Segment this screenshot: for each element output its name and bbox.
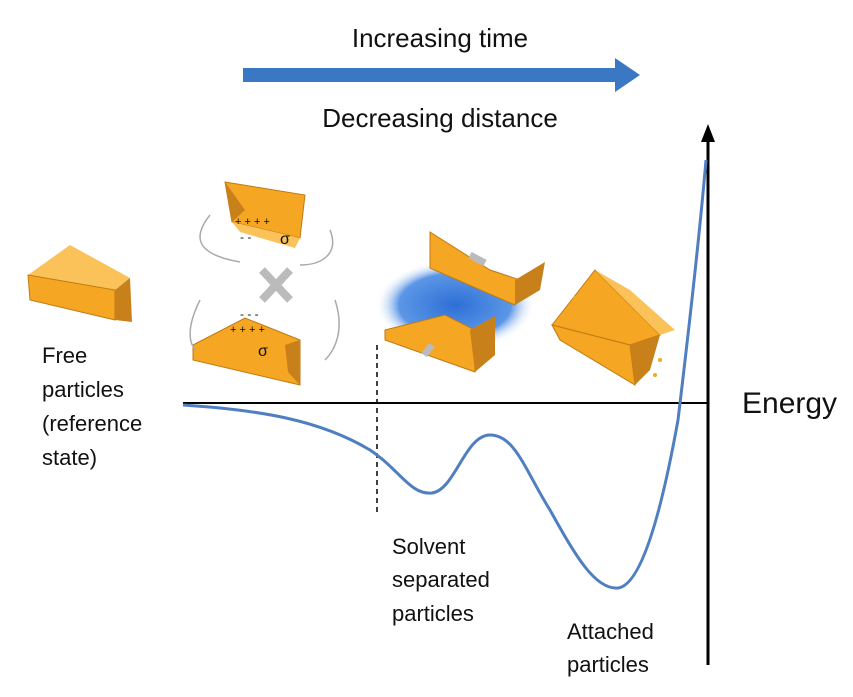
solvent-particles bbox=[375, 231, 545, 373]
state-label: separated bbox=[392, 567, 490, 592]
charged-particles bbox=[189, 181, 340, 386]
time-arrow bbox=[243, 58, 640, 92]
charges: + + + + bbox=[235, 216, 270, 228]
distance-label: Decreasing distance bbox=[322, 103, 558, 133]
charges: + + + + bbox=[230, 324, 265, 336]
attached-particles bbox=[551, 269, 675, 386]
state-label: Solvent bbox=[392, 534, 465, 559]
energy-curve bbox=[182, 159, 708, 590]
charges: - - - bbox=[240, 307, 259, 321]
state-label: state) bbox=[42, 445, 97, 470]
axis-arrowhead bbox=[701, 124, 715, 142]
charges: - - bbox=[240, 230, 251, 244]
state-label: particles bbox=[42, 377, 124, 402]
time-label: Increasing time bbox=[352, 23, 528, 53]
energy-label: Energy bbox=[742, 387, 837, 420]
sigma: σ bbox=[258, 343, 268, 360]
state-label: Attached bbox=[567, 619, 654, 644]
state-label: particles bbox=[567, 652, 649, 677]
sigma: σ bbox=[280, 231, 290, 248]
state-label: (reference bbox=[42, 411, 142, 436]
free-particle bbox=[27, 245, 132, 322]
state-label: Free bbox=[42, 343, 87, 368]
state-label: particles bbox=[392, 601, 474, 626]
